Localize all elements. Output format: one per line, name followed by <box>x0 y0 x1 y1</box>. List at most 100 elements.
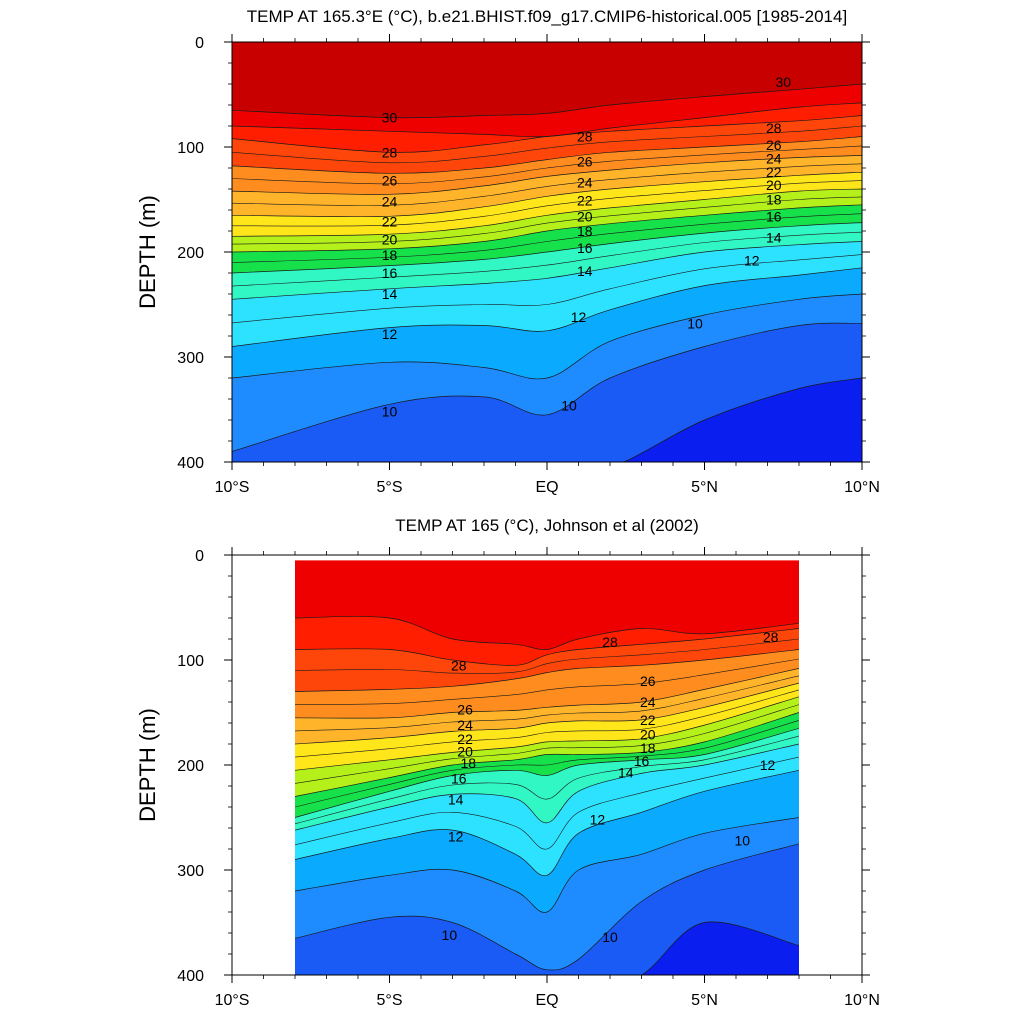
contour-label: 16 <box>451 771 467 787</box>
x-tick-label: 10°S <box>215 992 250 1009</box>
contour-label: 20 <box>766 177 782 193</box>
contour-label: 28 <box>382 144 398 160</box>
panel-model-contour-labels: 3030282828262626242424222222202020181818… <box>382 74 792 420</box>
x-tick-label: 5°S <box>377 479 403 496</box>
contour-label: 28 <box>763 629 779 645</box>
contour-label: 22 <box>577 193 593 209</box>
contour-line <box>232 125 862 164</box>
contour-label: 14 <box>577 263 593 279</box>
contour-label: 18 <box>640 740 656 756</box>
contour-line <box>640 921 799 975</box>
contour-line <box>232 222 862 274</box>
y-tick-label: 0 <box>195 548 204 565</box>
y-tick-label: 400 <box>177 968 204 985</box>
contour-label: 26 <box>457 701 473 717</box>
panel-observed-title: TEMP AT 165 (°C), Johnson et al (2002) <box>395 516 699 535</box>
contour-label: 16 <box>766 208 782 224</box>
contour-label: 10 <box>735 833 751 849</box>
panel-observed-contour-fills <box>295 560 799 975</box>
contour-line <box>295 696 799 771</box>
contour-line <box>295 712 799 797</box>
contour-line <box>295 727 799 818</box>
contour-label: 10 <box>561 397 577 413</box>
contour-label: 26 <box>577 154 593 170</box>
contour-label: 12 <box>571 309 587 325</box>
contour-label: 14 <box>382 286 398 302</box>
contour-line <box>295 756 799 850</box>
contour-label: 28 <box>577 129 593 145</box>
contour-band <box>623 378 862 462</box>
contour-line <box>295 658 799 705</box>
contour-label: 12 <box>590 812 606 828</box>
contour-label: 16 <box>577 240 593 256</box>
contour-label: 20 <box>382 231 398 247</box>
contour-label: 30 <box>382 110 398 126</box>
contour-line <box>232 204 862 253</box>
contour-band <box>641 921 799 975</box>
contour-label: 18 <box>766 192 782 208</box>
contour-line <box>295 689 799 758</box>
y-tick-label: 100 <box>177 653 204 670</box>
contour-line <box>295 843 799 971</box>
contour-label: 26 <box>640 673 656 689</box>
x-tick-label: 5°N <box>691 992 718 1009</box>
contour-label: 22 <box>382 214 398 230</box>
contour-line <box>295 628 799 666</box>
contour-label: 12 <box>448 828 464 844</box>
contour-line <box>295 735 799 825</box>
contour-line <box>295 649 799 692</box>
contour-label: 22 <box>640 712 656 728</box>
contour-label: 28 <box>766 120 782 136</box>
panel-observed-ylabel: DEPTH (m) <box>135 708 160 822</box>
y-tick-label: 400 <box>177 455 204 472</box>
contour-label: 18 <box>577 223 593 239</box>
contour-line <box>232 213 862 263</box>
contour-line <box>295 682 799 745</box>
x-tick-label: 10°N <box>844 479 880 496</box>
contour-label: 12 <box>382 326 398 342</box>
contour-label: 14 <box>766 229 782 245</box>
contour-label: 12 <box>760 757 776 773</box>
contour-label: 24 <box>640 694 656 710</box>
contour-line <box>232 180 862 227</box>
contour-line <box>232 241 862 300</box>
contour-line <box>232 196 862 245</box>
contour-label: 10 <box>382 404 398 420</box>
contour-line <box>295 616 799 650</box>
contour-label: 20 <box>457 743 473 759</box>
contour-label: 24 <box>457 717 473 733</box>
contour-label: 20 <box>577 208 593 224</box>
y-tick-label: 300 <box>177 863 204 880</box>
contour-label: 12 <box>744 252 760 268</box>
contour-label: 18 <box>460 755 476 771</box>
contour-label: 16 <box>634 753 650 769</box>
contour-label: 28 <box>602 634 618 650</box>
panel-model-ylabel: DEPTH (m) <box>135 195 160 309</box>
contour-line <box>622 377 862 462</box>
contour-line <box>232 136 862 174</box>
contour-line <box>232 115 862 153</box>
contour-label: 26 <box>766 137 782 153</box>
panel-model-axes: 10°S 5°S EQ 5°N 10°N 0 100 200 300 400 <box>177 34 880 496</box>
contour-line <box>232 155 862 195</box>
contour-label: 22 <box>766 164 782 180</box>
contour-line <box>232 145 862 185</box>
contour-line <box>295 675 799 732</box>
contour-label: 16 <box>382 265 398 281</box>
contour-line <box>232 163 862 206</box>
contour-line <box>232 254 862 324</box>
x-tick-label: 5°S <box>377 992 403 1009</box>
panel-observed: TEMP AT 165 (°C), Johnson et al (2002) 2… <box>135 516 880 1009</box>
contour-line <box>295 720 799 808</box>
contour-line <box>232 231 862 287</box>
panel-observed-contour-lines <box>295 616 799 975</box>
contour-label: 18 <box>382 247 398 263</box>
contour-label: 24 <box>382 194 398 210</box>
contour-line <box>232 267 862 347</box>
contour-label: 24 <box>766 151 782 167</box>
y-tick-label: 200 <box>177 758 204 775</box>
contour-line <box>232 188 862 237</box>
x-tick-label: EQ <box>535 992 558 1009</box>
